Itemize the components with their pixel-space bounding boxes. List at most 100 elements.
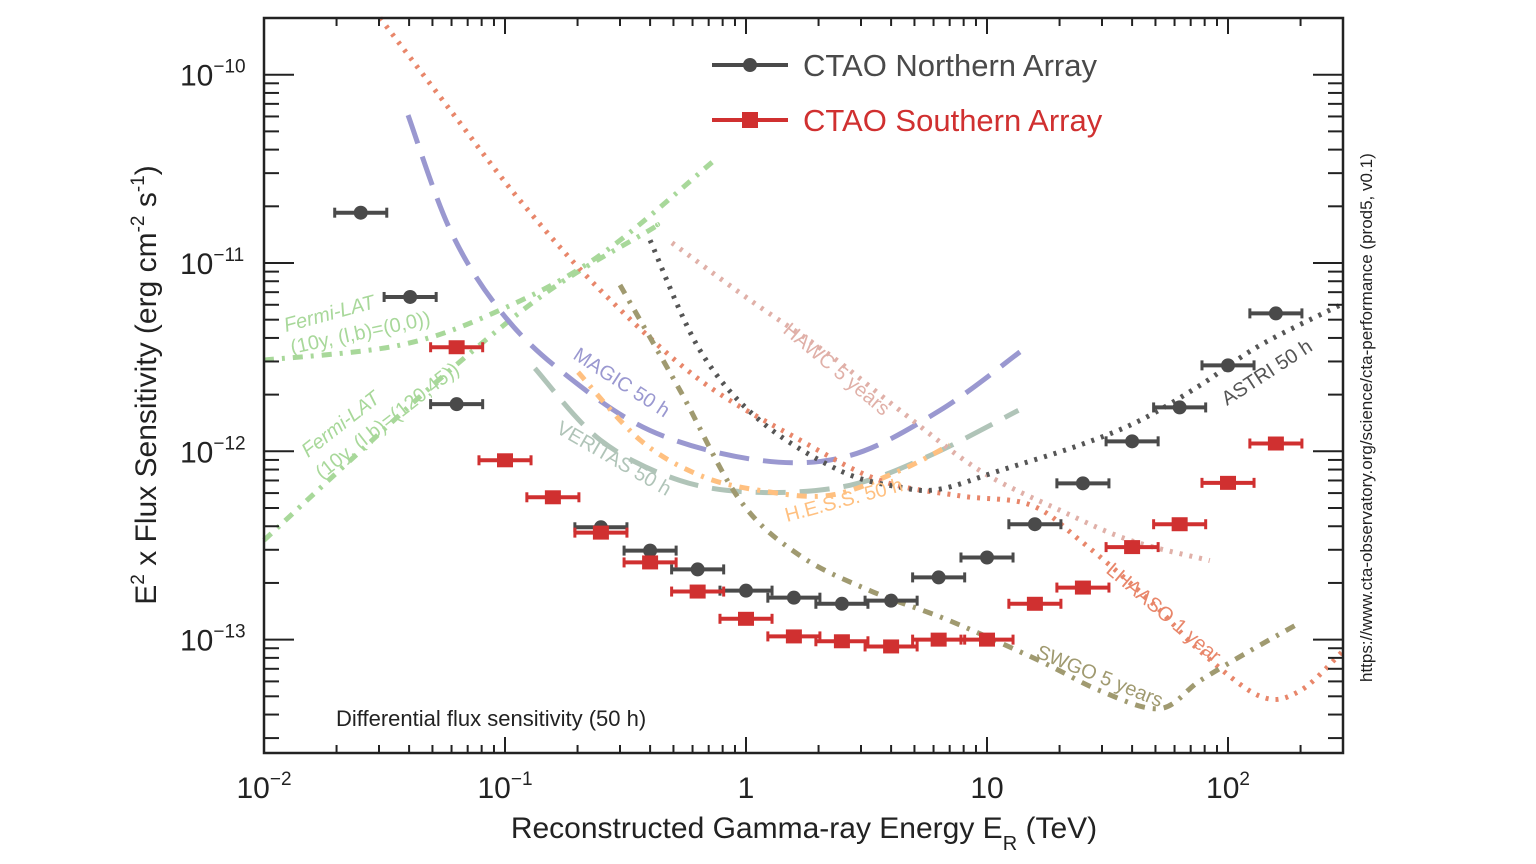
data-point-south [718,611,774,626]
data-point-north [1007,517,1063,532]
marker-circle [739,583,754,598]
marker-circle [1221,358,1236,373]
marker-circle [786,590,801,605]
data-point-south [863,639,919,654]
x-tick-label: 10−1 [477,769,532,805]
curve-label: VERITAS 50 h [553,417,675,500]
y-label-p1: E [130,585,163,605]
data-point-south [573,525,629,540]
marker-circle [1268,306,1283,321]
curve-hawc-5-years-5 [670,240,1211,563]
data-point-south [814,634,870,649]
curve-astri-50-h-8 [647,239,1342,494]
marker-circle [643,543,658,558]
data-point-north [670,562,726,577]
data-point-south [911,632,967,647]
marker-circle [449,397,464,412]
data-point-north [382,289,438,304]
marker-square [1074,580,1091,595]
x-tick-label: 10−2 [236,769,291,805]
curve-label: LHAASO 1 year [1102,559,1225,668]
marker-circle [980,550,995,565]
x-tick-label: 1 [738,772,755,805]
annotation: Differential flux sensitivity (50 h) [336,706,646,731]
data-point-south [1200,475,1256,490]
marker-circle [884,593,899,608]
data-point-north [622,543,678,558]
data-point-north [333,205,389,220]
y-tick-label: 10−10 [180,57,246,93]
curve-label: HAWC 5 years [779,319,894,420]
curve-label: SWGO 5 years [1033,641,1166,712]
x-label-sub: R [1003,833,1017,855]
data-point-south [525,490,581,505]
legend-item-south: CTAO Southern Array [712,103,1103,138]
data-point-south [1152,517,1208,532]
y-tick-label: 10−12 [180,433,246,469]
legend-label-north: CTAO Northern Array [803,48,1098,83]
data-point-north [1248,306,1304,321]
y-label-p3: s [130,192,163,215]
legend-label-south: CTAO Southern Array [803,103,1103,138]
curve-lhaaso-1-year-6 [378,16,1345,702]
marker-square [497,453,514,468]
legend-item-north: CTAO Northern Array [712,48,1098,83]
data-point-north [1152,400,1208,415]
data-point-south [766,629,822,644]
marker-square [738,611,755,626]
data-point-south [1104,540,1160,555]
plot-frame [262,16,1345,755]
x-axis-label: Reconstructed Gamma-ray Energy ER (TeV) [511,812,1097,855]
data-point-north [429,397,485,412]
data-point-south [1055,580,1111,595]
data-point-south [622,555,678,570]
y-label-p2: x Flux Sensitivity (erg cm [130,232,163,574]
y-tick-label: 10−11 [180,245,244,281]
marker-square [979,632,996,647]
data-point-north [766,590,822,605]
x-label-tail: (TeV) [1017,812,1097,845]
marker-circle [834,596,849,611]
data-point-south [1248,436,1304,451]
curve-fermi-lat-0 [263,157,717,363]
legend: CTAO Northern Array CTAO Southern Array [712,48,1103,138]
x-label-main: Reconstructed Gamma-ray Energy E [511,812,1003,845]
marker-square [1124,540,1141,555]
data-point-north [1200,358,1256,373]
marker-square [544,490,561,505]
curve-label: H.E.S.S. 50 h [783,474,906,527]
marker-square [930,632,947,647]
data-point-south [959,632,1015,647]
legend-marker-north [743,58,757,72]
curve-h-e-s-s-50-h-4 [576,370,951,499]
marker-square [1026,596,1043,611]
marker-circle [403,289,418,304]
curve-label: ASTRI 50 h [1218,335,1317,410]
y-label-p4: ) [130,165,163,175]
data-point-north [1055,476,1111,491]
x-tick-label: 10 [970,772,1003,805]
y-axis-label: E2 x Flux Sensitivity (erg cm-2 s-1) [128,165,163,604]
curve-magic-50-h-2 [405,114,1022,466]
y-label-sup3: -1 [128,175,149,192]
curve-label: MAGIC 50 h [569,344,673,422]
marker-circle [1172,400,1187,415]
side-note: https://www.cta-observatory.org/science/… [1357,153,1376,682]
data-point-south [670,584,726,599]
data-point-south [1007,596,1063,611]
marker-square [592,525,609,540]
marker-square [883,639,900,654]
data-point-north [863,593,919,608]
data-series [333,205,1304,654]
marker-square [785,629,802,644]
marker-circle [1075,476,1090,491]
legend-marker-south [742,112,758,128]
data-point-north [1104,434,1160,449]
y-label-sup2: -2 [128,216,149,233]
x-tick-label: 102 [1206,769,1250,805]
marker-square [1220,475,1237,490]
marker-circle [931,570,946,585]
marker-circle [690,562,705,577]
